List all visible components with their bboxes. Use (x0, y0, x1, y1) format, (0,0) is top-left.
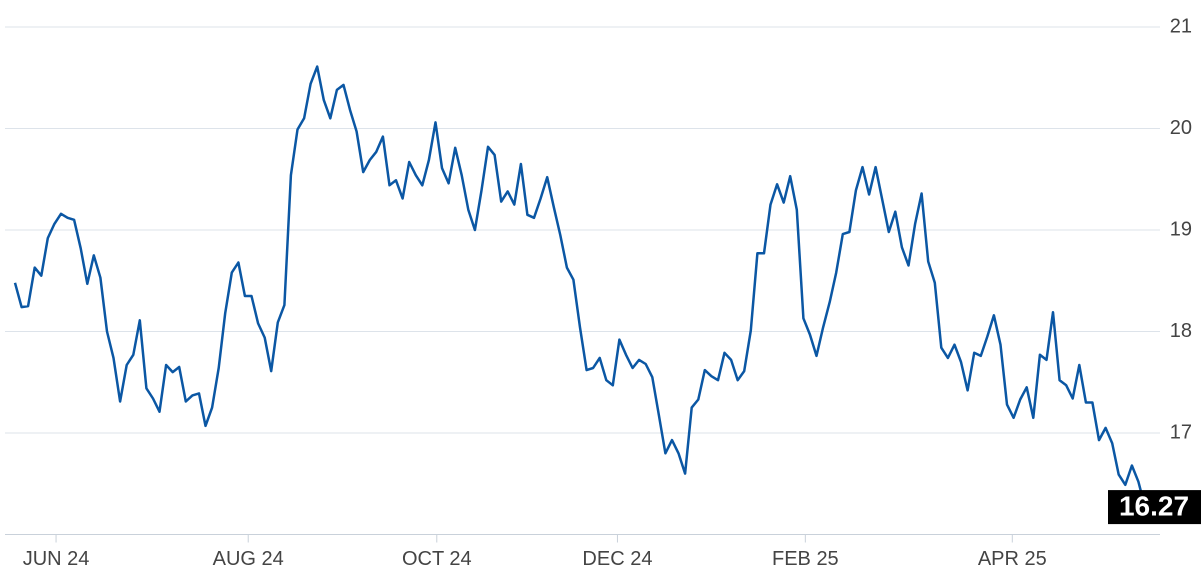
x-tick-label: FEB 25 (772, 548, 839, 570)
x-tick-label: APR 25 (978, 548, 1047, 570)
x-tick-label: AUG 24 (213, 548, 284, 570)
price-line (13, 65, 1147, 508)
y-tick-label: 18 (1170, 320, 1192, 342)
last-value-badge (1108, 490, 1201, 525)
y-tick-label: 19 (1170, 218, 1192, 240)
x-tick-label: DEC 24 (582, 548, 652, 570)
y-tick-label: 17 (1170, 421, 1192, 443)
x-tick-label: OCT 24 (402, 548, 472, 570)
x-tick-label: JUN 24 (23, 548, 90, 570)
y-tick-label: 20 (1170, 117, 1192, 139)
last-value-label: 16.27 (1119, 490, 1189, 521)
y-tick-label: 21 (1170, 15, 1192, 37)
